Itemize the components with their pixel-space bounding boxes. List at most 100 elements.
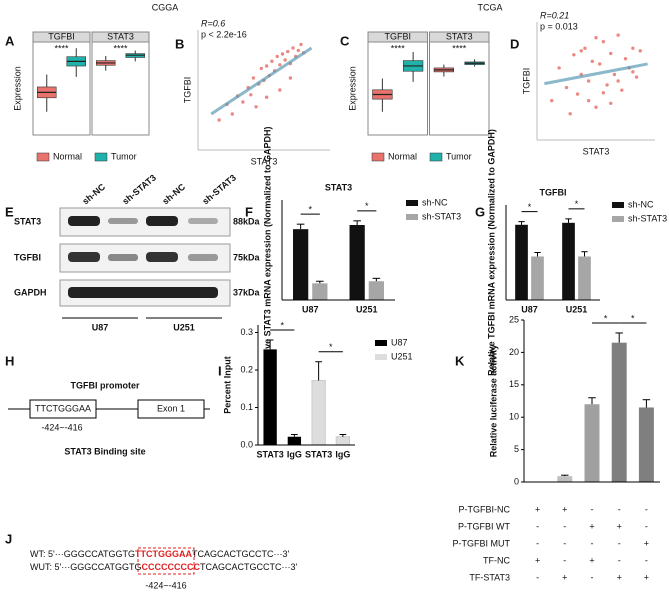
band	[188, 218, 218, 224]
legend-swatch	[612, 216, 624, 222]
point	[264, 95, 269, 99]
bar	[335, 436, 351, 446]
sequence-part: TCAGCACTGCCTC···3'	[192, 549, 289, 559]
group-label: TCGA	[477, 2, 502, 12]
point	[638, 49, 642, 53]
band	[108, 218, 138, 224]
significance: *	[631, 313, 635, 323]
facet-strip	[32, 31, 91, 43]
point	[601, 39, 606, 44]
point	[616, 79, 620, 83]
table-mark: -	[618, 504, 621, 514]
table-row-label: P-TGFBI MUT	[453, 538, 511, 548]
x-tick-label: U87	[302, 304, 319, 314]
bar	[578, 256, 591, 300]
x-tick-label: U87	[521, 304, 538, 314]
point	[249, 93, 253, 97]
point	[634, 75, 639, 79]
point	[586, 79, 591, 83]
panel-letter: C	[340, 33, 350, 48]
facet-strip	[91, 31, 150, 43]
significance: *	[329, 342, 333, 352]
y-tick-label: 0.3	[240, 327, 253, 337]
band	[68, 287, 218, 298]
annotation: p = 0.013	[540, 21, 578, 31]
y-tick-label: 15	[509, 379, 519, 389]
band	[146, 252, 178, 262]
legend-label: Normal	[388, 151, 417, 161]
legend-swatch	[94, 152, 108, 162]
facet-panel	[429, 41, 490, 136]
legend-label: Tumor	[446, 151, 472, 161]
significance: *	[575, 199, 579, 209]
legend-swatch	[375, 354, 387, 360]
table-mark: +	[617, 521, 622, 531]
table-mark: -	[591, 504, 594, 514]
sequence: WUT: 5'···GGGCCATGGTGCCCCCCCCCTCAGCACTGC…	[30, 562, 298, 572]
point	[594, 105, 598, 109]
point	[251, 76, 256, 80]
sequence-part: WUT: 5'···GGGCCATGGTG	[30, 562, 142, 572]
table-mark: +	[589, 521, 594, 531]
facet-label: TGFBI	[48, 31, 75, 41]
point	[597, 62, 602, 66]
point	[264, 64, 269, 68]
facet-strip	[429, 31, 490, 43]
panel-letter: D	[510, 36, 519, 51]
legend-label: U87	[391, 337, 408, 347]
facet-label: STAT3	[446, 31, 473, 41]
y-tick-label: 20	[509, 347, 519, 357]
point	[296, 48, 301, 53]
bar	[584, 404, 600, 482]
point	[612, 72, 617, 77]
point	[217, 118, 221, 122]
facet-strip	[367, 31, 428, 43]
legend-label: sh-STAT3	[628, 213, 667, 223]
legend-swatch	[371, 152, 385, 162]
point	[230, 112, 235, 116]
table-mark: -	[645, 555, 648, 565]
chart-title: STAT3	[325, 182, 352, 192]
table-mark: +	[535, 555, 540, 565]
table-mark: -	[645, 521, 648, 531]
table-mark: -	[618, 538, 621, 548]
table-mark: +	[589, 555, 594, 565]
significance: *	[365, 201, 369, 211]
significance: ****	[391, 43, 406, 53]
table-row-label: TF-STAT3	[469, 572, 510, 582]
bar	[638, 407, 654, 482]
point	[623, 57, 628, 61]
x-axis-label: STAT3	[251, 156, 278, 166]
legend-label: Normal	[53, 151, 82, 161]
band	[108, 254, 138, 261]
panel-letter: E	[5, 204, 14, 219]
lane-label: sh-STAT3	[120, 173, 158, 207]
significance: *	[604, 313, 608, 323]
point	[609, 101, 613, 105]
position-text: -424~-416	[41, 422, 82, 432]
legend-swatch	[612, 202, 624, 208]
exon-box	[137, 399, 205, 419]
table-mark: -	[563, 538, 566, 548]
legend-swatch	[375, 340, 387, 346]
bar	[311, 380, 326, 446]
panel-letter: H	[5, 353, 14, 368]
point	[299, 42, 303, 47]
bar	[349, 225, 365, 300]
table-mark: -	[591, 572, 594, 582]
cell-label: U87	[92, 322, 109, 332]
x-tick-label: STAT3	[305, 449, 332, 459]
table-mark: -	[536, 521, 539, 531]
point	[620, 88, 624, 92]
protein-label: TGFBI	[14, 252, 41, 262]
legend-label: sh-NC	[422, 197, 448, 207]
sequence-part: WT: 5'···GGGCCATGGTG	[30, 549, 135, 559]
table-mark: +	[562, 572, 567, 582]
significance: ****	[54, 43, 69, 53]
bar	[531, 256, 544, 300]
point	[291, 46, 295, 50]
lane-label: sh-NC	[160, 181, 187, 206]
annotation: R=0.21	[540, 10, 569, 20]
table-mark: -	[618, 555, 621, 565]
